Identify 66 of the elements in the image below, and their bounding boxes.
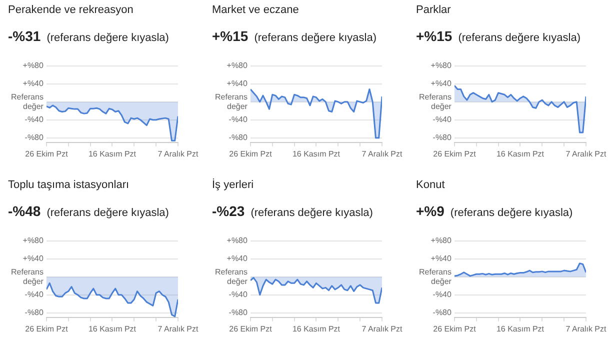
x-tick-label: 16 Kasım Pzt bbox=[292, 324, 341, 333]
y-tick-label: -%80 bbox=[24, 308, 44, 317]
y-tick-label: +%80 bbox=[430, 61, 452, 70]
y-tick-label: -%80 bbox=[228, 133, 248, 142]
x-tick-label: 16 Kasım Pzt bbox=[88, 324, 137, 333]
y-tick-label: -%40 bbox=[228, 115, 248, 124]
y-tick-label: +%40 bbox=[226, 79, 248, 88]
y-tick-label: +%80 bbox=[22, 236, 44, 245]
chart-subtitle: +%9 bbox=[416, 202, 444, 218]
x-tick-label: 26 Ekim Pzt bbox=[25, 324, 69, 333]
y-tick-label: +%40 bbox=[430, 79, 452, 88]
y-tick-label: -%80 bbox=[228, 308, 248, 317]
y-tick-label: +%40 bbox=[430, 254, 452, 263]
text: (referans değere kıyasla) bbox=[46, 32, 169, 44]
y-tick-label: +%80 bbox=[22, 61, 44, 70]
y-tick-label: -%40 bbox=[24, 290, 44, 299]
x-tick-label: 26 Ekim Pzt bbox=[433, 149, 477, 158]
y-tick-label: +%40 bbox=[226, 254, 248, 263]
y-tick-label: -%40 bbox=[24, 115, 44, 124]
text: (referans değere kıyasla) bbox=[450, 206, 573, 218]
text: (referans değere kıyasla) bbox=[254, 32, 376, 44]
y-tick-label: -%40 bbox=[228, 290, 248, 299]
y-tick-label: -%80 bbox=[432, 308, 452, 317]
x-tick-label: 26 Ekim Pzt bbox=[433, 324, 477, 333]
x-tick-label: 26 Ekim Pzt bbox=[229, 149, 273, 158]
y-tick-label: Referans değer bbox=[418, 266, 452, 286]
x-tick-label: 7 Aralık Pzt bbox=[566, 324, 608, 333]
x-tick-label: 16 Kasım Pzt bbox=[496, 149, 545, 158]
chart-title: Perakende ve rekreasyon bbox=[8, 4, 134, 18]
y-tick-label: Referans değer bbox=[214, 266, 248, 286]
y-tick-label: +%80 bbox=[226, 61, 248, 70]
y-tick-label: +%40 bbox=[22, 79, 44, 88]
y-tick-label: Referans değer bbox=[10, 92, 44, 111]
x-tick-label: 7 Aralık Pzt bbox=[362, 149, 404, 158]
x-tick-label: 16 Kasım Pzt bbox=[88, 149, 137, 158]
y-tick-label: -%80 bbox=[24, 133, 44, 142]
chart-title: Market ve eczane bbox=[212, 4, 300, 18]
y-tick-label: Referans değer bbox=[10, 266, 44, 286]
x-tick-label: 7 Aralık Pzt bbox=[362, 324, 404, 333]
chart-subtitle: -%48 bbox=[8, 202, 41, 218]
y-tick-label: +%80 bbox=[430, 236, 452, 245]
chart-subtitle: -%23 bbox=[212, 202, 245, 218]
y-tick-label: -%40 bbox=[432, 115, 452, 124]
x-tick-label: 26 Ekim Pzt bbox=[229, 324, 273, 333]
chart-subtitle: +%15 bbox=[212, 28, 248, 44]
chart-title: Parklar bbox=[416, 4, 452, 18]
x-tick-label: 7 Aralık Pzt bbox=[158, 149, 200, 158]
chart-title: İş yerleri bbox=[212, 178, 255, 192]
y-tick-label: Referans değer bbox=[214, 92, 248, 111]
y-tick-label: -%80 bbox=[432, 133, 452, 142]
text: (referans değere kıyasla) bbox=[458, 32, 580, 44]
chart-subtitle: +%15 bbox=[416, 28, 452, 44]
text: (referans değere kıyasla) bbox=[250, 206, 373, 218]
chart-title: Konut bbox=[416, 178, 446, 192]
chart-title: Toplu taşıma istasyonları bbox=[8, 178, 130, 192]
chart-subtitle: -%31 bbox=[8, 28, 41, 44]
x-tick-label: 7 Aralık Pzt bbox=[566, 149, 608, 158]
x-tick-label: 16 Kasım Pzt bbox=[496, 324, 545, 333]
y-tick-label: -%40 bbox=[432, 290, 452, 299]
x-tick-label: 26 Ekim Pzt bbox=[25, 149, 69, 158]
y-tick-label: Referans değer bbox=[418, 92, 452, 111]
x-tick-label: 16 Kasım Pzt bbox=[292, 149, 341, 158]
x-tick-label: 7 Aralık Pzt bbox=[158, 324, 200, 333]
text: (referans değere kıyasla) bbox=[46, 206, 169, 218]
y-tick-label: +%80 bbox=[226, 236, 248, 245]
y-tick-label: +%40 bbox=[22, 254, 44, 263]
